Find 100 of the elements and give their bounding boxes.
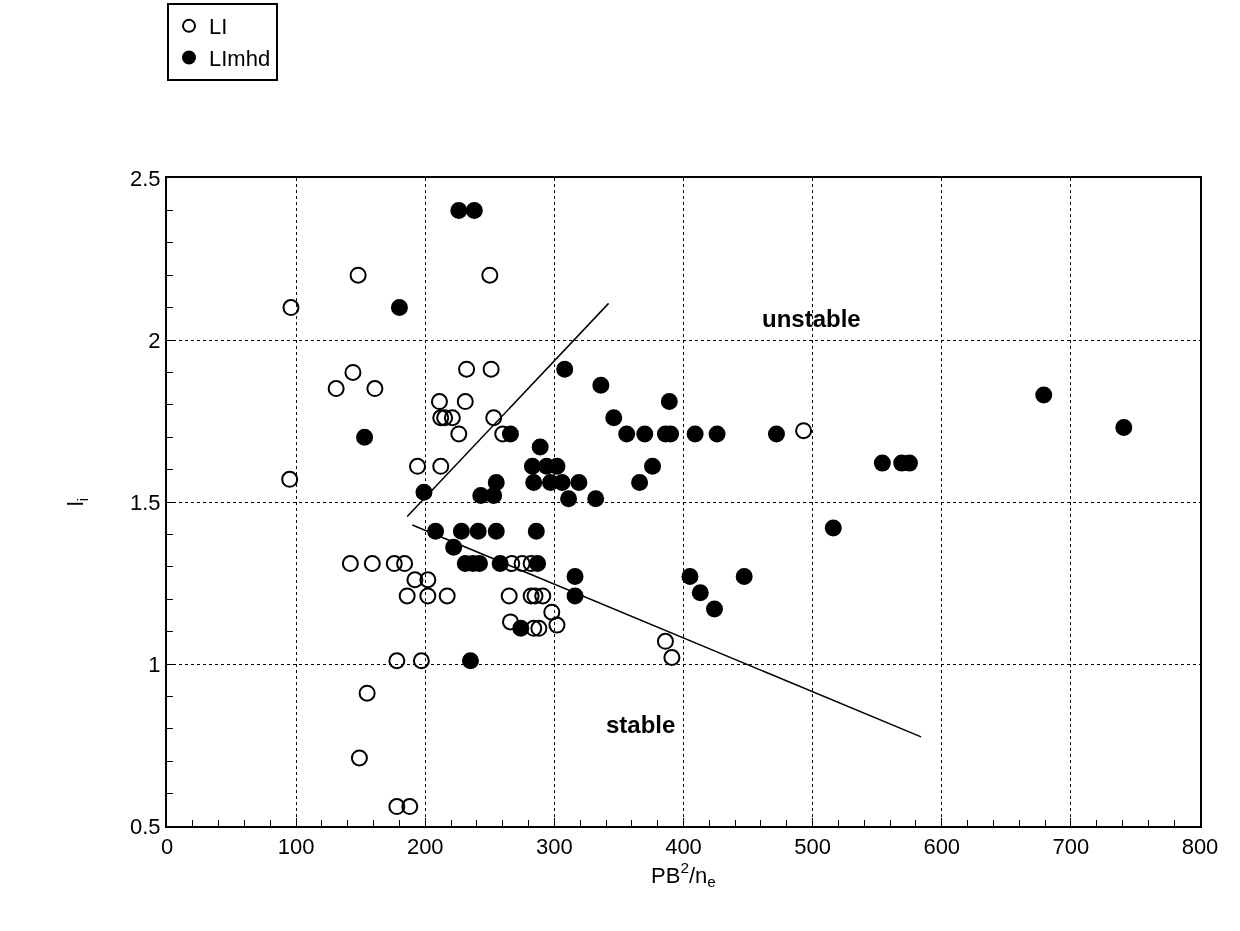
point bbox=[656, 632, 674, 650]
point bbox=[432, 409, 450, 427]
point bbox=[501, 613, 519, 631]
point bbox=[795, 422, 813, 440]
point bbox=[409, 457, 426, 475]
point bbox=[660, 393, 678, 411]
point bbox=[531, 438, 549, 456]
y-tick-label: 0.5 bbox=[130, 813, 161, 839]
x-tick-label: 0 bbox=[160, 834, 174, 860]
point bbox=[631, 474, 649, 492]
point bbox=[419, 571, 437, 589]
point bbox=[450, 201, 468, 219]
point bbox=[356, 428, 374, 446]
point bbox=[485, 487, 503, 505]
point bbox=[512, 619, 530, 637]
y-tick-label: 1 bbox=[148, 651, 161, 677]
point bbox=[401, 798, 419, 816]
point bbox=[543, 603, 561, 621]
point bbox=[534, 587, 552, 605]
point bbox=[526, 587, 544, 605]
point bbox=[548, 616, 566, 634]
point bbox=[570, 474, 588, 492]
point bbox=[385, 555, 403, 573]
point bbox=[503, 555, 521, 573]
point bbox=[469, 522, 487, 540]
point bbox=[432, 457, 450, 475]
point bbox=[523, 457, 541, 475]
point bbox=[1035, 386, 1053, 404]
point bbox=[513, 555, 531, 573]
y-tick-label: 2.5 bbox=[130, 165, 161, 191]
point bbox=[415, 483, 433, 501]
x-tick-label: 400 bbox=[665, 834, 702, 860]
point bbox=[525, 474, 543, 492]
point bbox=[358, 684, 376, 702]
x-tick-label: 700 bbox=[1052, 834, 1090, 860]
point bbox=[412, 652, 430, 670]
point bbox=[767, 425, 785, 443]
point bbox=[636, 425, 654, 443]
annotation: unstable bbox=[762, 305, 861, 332]
point bbox=[398, 587, 416, 605]
point bbox=[522, 587, 540, 605]
point bbox=[691, 584, 709, 602]
annotation: stable bbox=[606, 711, 676, 738]
point bbox=[708, 425, 726, 443]
point bbox=[461, 652, 479, 670]
point bbox=[349, 266, 367, 284]
point bbox=[438, 587, 456, 605]
point bbox=[350, 749, 368, 767]
point bbox=[644, 457, 662, 475]
point bbox=[363, 555, 381, 573]
y-tick-label: 1.5 bbox=[130, 489, 161, 515]
point bbox=[406, 571, 424, 589]
point bbox=[530, 619, 548, 637]
point bbox=[605, 409, 623, 427]
x-axis-title: PB$^{2}$/n$_{e}$ bbox=[651, 859, 716, 891]
point bbox=[388, 798, 406, 816]
point bbox=[282, 299, 300, 317]
point bbox=[344, 363, 362, 381]
y-tick-label: 2 bbox=[148, 327, 161, 353]
point bbox=[327, 380, 345, 398]
point bbox=[430, 393, 448, 411]
legend-label: LImhd bbox=[209, 46, 271, 72]
point bbox=[587, 490, 605, 508]
point bbox=[396, 555, 414, 573]
point bbox=[873, 454, 891, 472]
point bbox=[436, 409, 454, 427]
point bbox=[824, 519, 842, 537]
point bbox=[529, 555, 547, 573]
point bbox=[465, 201, 483, 219]
x-tick-label: 600 bbox=[923, 834, 961, 860]
point bbox=[341, 555, 359, 573]
point bbox=[419, 587, 437, 605]
point bbox=[556, 360, 574, 378]
legend-label: LI bbox=[209, 14, 228, 40]
x-tick-label: 300 bbox=[536, 834, 573, 860]
x-tick-label: 500 bbox=[794, 834, 831, 860]
point bbox=[445, 538, 463, 556]
point bbox=[501, 425, 519, 443]
point bbox=[482, 360, 500, 378]
point bbox=[443, 409, 461, 427]
point bbox=[481, 266, 499, 284]
point bbox=[686, 425, 704, 443]
x-tick-label: 200 bbox=[406, 834, 444, 860]
point bbox=[566, 568, 584, 586]
point bbox=[390, 299, 408, 317]
x-tick-label: 800 bbox=[1181, 834, 1219, 860]
point bbox=[452, 522, 470, 540]
point bbox=[450, 425, 468, 443]
point bbox=[706, 600, 723, 618]
point bbox=[281, 470, 299, 488]
point bbox=[527, 522, 545, 540]
point bbox=[681, 568, 699, 586]
point bbox=[366, 380, 384, 398]
point bbox=[735, 568, 753, 586]
point bbox=[525, 619, 543, 637]
point bbox=[487, 522, 505, 540]
point bbox=[1115, 418, 1133, 436]
point bbox=[388, 652, 406, 670]
point bbox=[663, 649, 681, 667]
point bbox=[485, 409, 503, 427]
